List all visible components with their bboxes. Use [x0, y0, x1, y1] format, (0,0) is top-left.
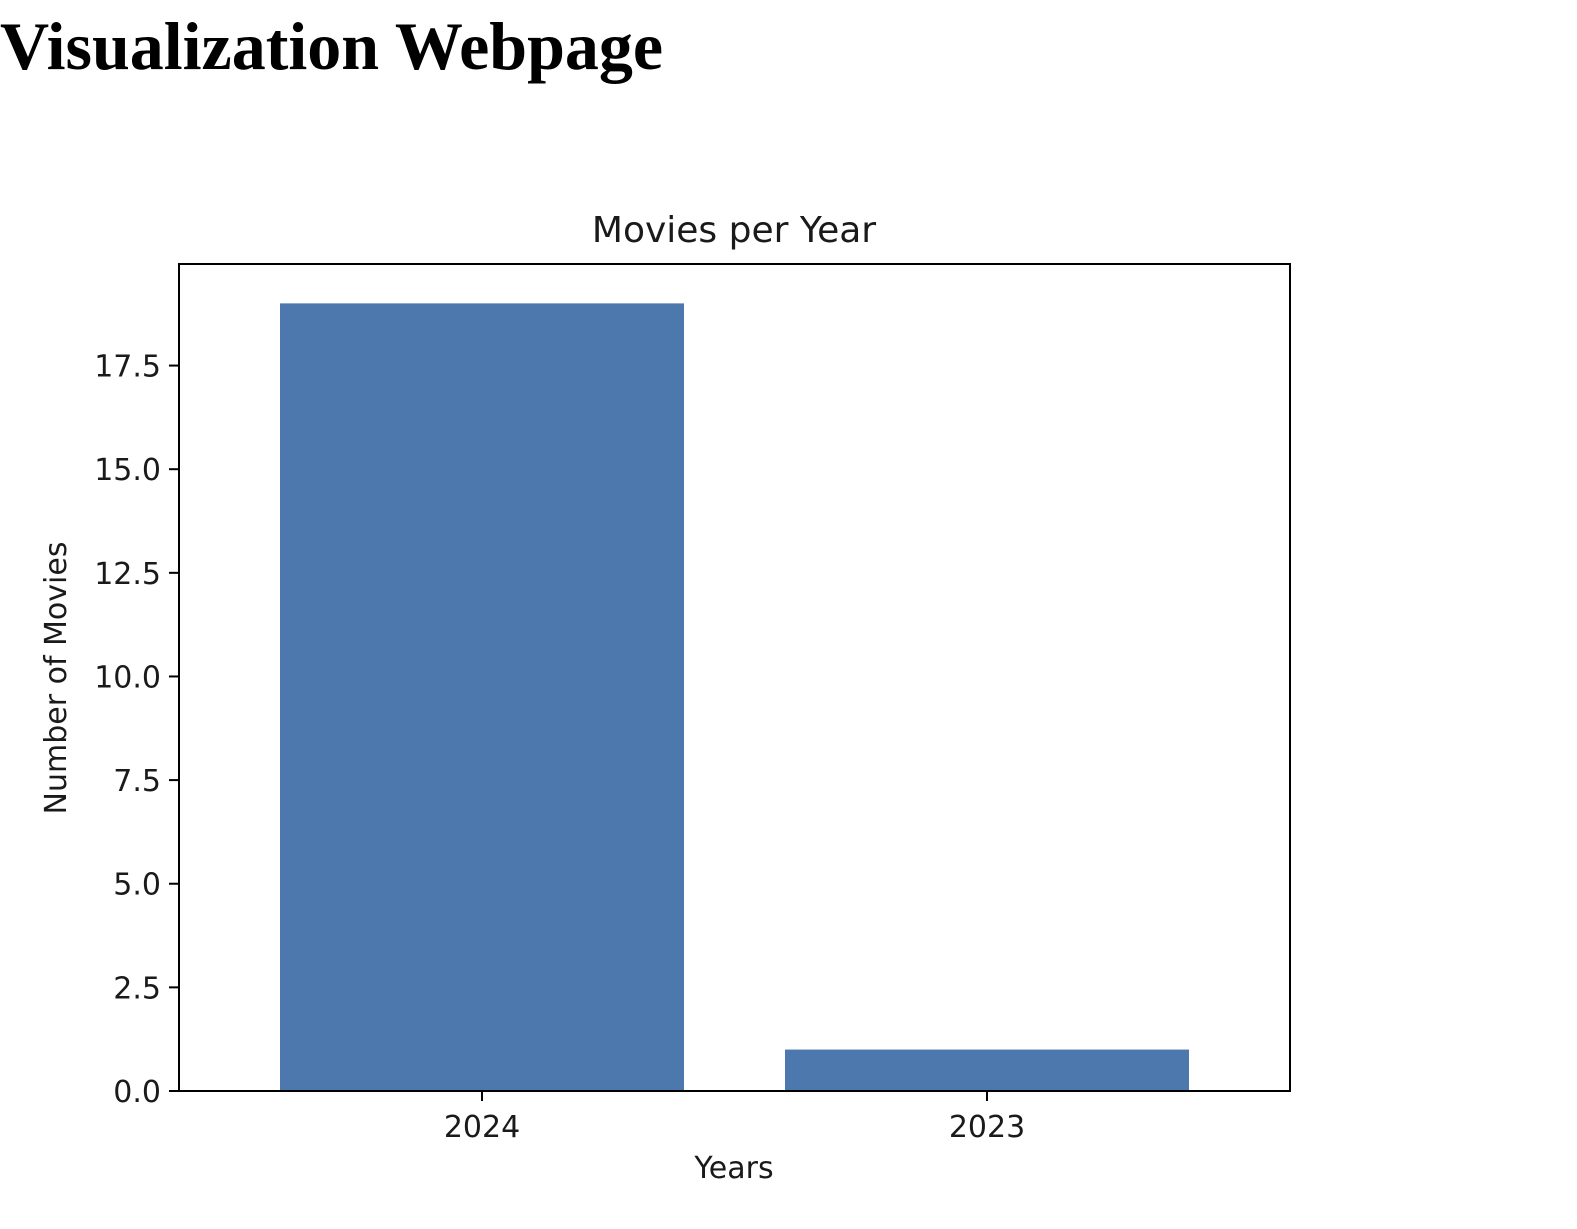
y-tick-label: 2.5 — [113, 971, 161, 1006]
y-axis-label: Number of Movies — [39, 542, 74, 815]
y-tick-label: 15.0 — [94, 453, 161, 488]
y-tick-label: 5.0 — [113, 868, 161, 903]
x-tick-label: 2024 — [444, 1110, 520, 1145]
y-axis: 0.0 2.5 5.0 7.5 10.0 12.5 15.0 17.5 — [94, 350, 179, 1110]
bars-layer — [280, 303, 1189, 1091]
x-axis: 2024 2023 — [444, 1091, 1025, 1145]
bar-2024 — [280, 303, 684, 1091]
x-axis-label: Years — [693, 1151, 773, 1186]
y-tick-label: 7.5 — [113, 764, 161, 799]
y-tick-label: 12.5 — [94, 557, 161, 592]
chart-title: Movies per Year — [592, 210, 876, 251]
page-heading: Visualization Webpage — [0, 8, 664, 84]
x-tick-label: 2023 — [949, 1110, 1025, 1145]
y-tick-label: 17.5 — [94, 350, 161, 385]
plot-frame — [178, 263, 1291, 1092]
y-tick-label: 10.0 — [94, 660, 161, 695]
bar-2023 — [785, 1049, 1189, 1091]
y-tick-label: 0.0 — [113, 1075, 161, 1110]
